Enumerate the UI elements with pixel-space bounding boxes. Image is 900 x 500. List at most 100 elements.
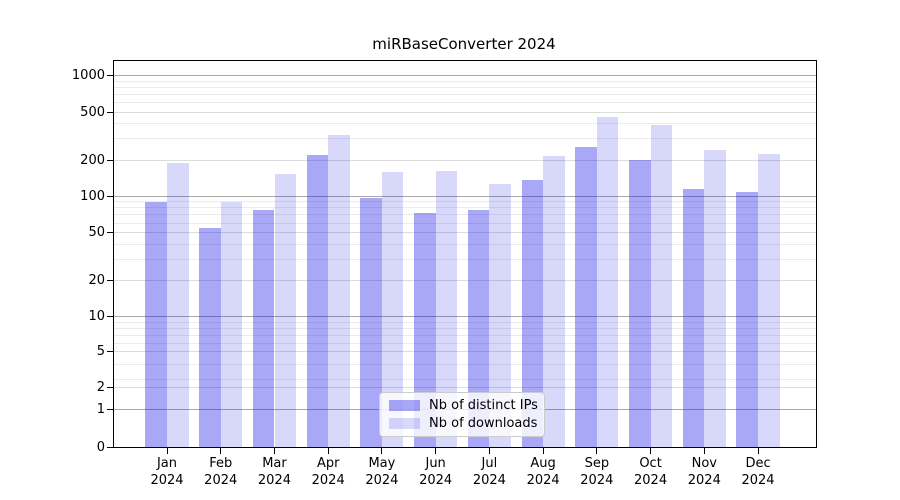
x-tick-mark xyxy=(650,448,652,454)
y-tick-mark xyxy=(107,111,113,113)
minor-gridline xyxy=(114,87,816,89)
x-tick-label-oct: Oct 2024 xyxy=(616,455,686,489)
y-tick-mark xyxy=(107,387,113,389)
x-tick-year: 2024 xyxy=(472,473,506,488)
x-tick-mark xyxy=(381,448,383,454)
x-tick-month: Aug xyxy=(530,456,556,471)
x-tick-label-dec: Dec 2024 xyxy=(723,455,793,489)
bar-downloads-mar xyxy=(274,173,297,447)
x-tick-year: 2024 xyxy=(741,473,775,488)
minor-gridline xyxy=(114,327,816,329)
legend-item-downloads: Nb of downloads xyxy=(389,416,537,431)
x-tick-month: Jul xyxy=(481,456,498,471)
bar-distinct-ips-nov xyxy=(682,189,705,447)
x-tick-mark xyxy=(757,448,759,454)
plot-area: Nb of distinct IPs Nb of downloads 0 1 2 5 1… xyxy=(72,60,817,488)
minor-gridline xyxy=(114,258,816,260)
x-tick-month: Jan xyxy=(156,456,178,471)
bar-distinct-ips-mar xyxy=(252,210,275,447)
legend: Nb of distinct IPs Nb of downloads xyxy=(379,392,545,437)
y-tick-label-100: 100 xyxy=(80,188,105,204)
y-tick-label-1000: 1000 xyxy=(71,68,105,84)
x-tick-year: 2024 xyxy=(257,473,291,488)
bar-distinct-ips-aug xyxy=(521,180,544,447)
minor-gridline xyxy=(114,94,816,96)
major-gridline xyxy=(114,232,816,234)
bar-downloads-oct xyxy=(650,124,673,447)
y-tick-mark xyxy=(107,159,113,161)
bar-downloads-nov xyxy=(704,149,726,447)
y-tick-mark xyxy=(107,408,113,410)
bar-downloads-feb xyxy=(220,202,243,447)
major-gridline xyxy=(114,195,816,197)
minor-gridline xyxy=(114,222,816,224)
x-tick-mark xyxy=(596,448,598,454)
x-tick-month: Nov xyxy=(691,456,717,471)
major-gridline xyxy=(114,159,816,161)
x-tick-year: 2024 xyxy=(580,473,614,488)
x-tick-year: 2024 xyxy=(204,473,238,488)
minor-gridline xyxy=(114,102,816,104)
x-tick-year: 2024 xyxy=(687,473,721,488)
minor-gridline xyxy=(114,138,816,140)
x-tick-mark xyxy=(273,448,275,454)
x-tick-mark xyxy=(435,448,437,454)
y-tick-label-200: 200 xyxy=(80,152,105,168)
bar-downloads-jun xyxy=(435,170,458,447)
x-tick-month: Apr xyxy=(316,456,340,471)
x-tick-year: 2024 xyxy=(150,473,184,488)
bar-downloads-aug xyxy=(543,156,565,447)
y-tick-label-1: 1 xyxy=(96,401,105,417)
x-tick-month: Feb xyxy=(209,456,233,471)
bar-downloads-jan xyxy=(167,162,189,447)
bar-downloads-dec xyxy=(758,154,780,447)
x-tick-mark xyxy=(488,448,490,454)
y-tick-label-50: 50 xyxy=(88,225,105,241)
minor-gridline xyxy=(114,123,816,125)
x-tick-label-jan: Jan 2024 xyxy=(132,455,202,489)
bar-downloads-sep xyxy=(596,117,619,447)
x-tick-mark xyxy=(220,448,222,454)
x-tick-label-may: May 2024 xyxy=(347,455,417,489)
major-gridline xyxy=(114,316,816,318)
minor-gridline xyxy=(114,201,816,203)
x-tick-year: 2024 xyxy=(419,473,453,488)
y-tick-mark xyxy=(107,195,113,197)
x-tick-mark xyxy=(542,448,544,454)
x-tick-month: Jun xyxy=(425,456,446,471)
bar-distinct-ips-feb xyxy=(199,227,221,447)
y-tick-label-500: 500 xyxy=(80,104,105,120)
x-tick-label-feb: Feb 2024 xyxy=(186,455,256,489)
minor-gridline xyxy=(114,379,816,381)
minor-gridline xyxy=(114,80,816,82)
bar-distinct-ips-apr xyxy=(306,155,329,447)
bar-downloads-jul xyxy=(489,184,511,447)
major-gridline xyxy=(114,75,816,77)
x-tick-label-mar: Mar 2024 xyxy=(239,455,309,489)
x-tick-label-sep: Sep 2024 xyxy=(562,455,632,489)
bar-distinct-ips-dec xyxy=(736,192,758,447)
x-tick-month: Mar xyxy=(262,456,287,471)
x-tick-month: Dec xyxy=(745,456,771,471)
legend-item-distinct-ips: Nb of distinct IPs xyxy=(389,398,538,413)
bar-distinct-ips-oct xyxy=(629,160,651,447)
x-tick-year: 2024 xyxy=(365,473,399,488)
chart-title: miRBaseConverter 2024 xyxy=(372,35,556,53)
x-tick-year: 2024 xyxy=(526,473,560,488)
x-tick-mark xyxy=(166,448,168,454)
minor-gridline xyxy=(114,342,816,344)
x-tick-year: 2024 xyxy=(311,473,345,488)
minor-gridline xyxy=(114,321,816,323)
x-tick-label-nov: Nov 2024 xyxy=(669,455,739,489)
y-tick-label-10: 10 xyxy=(88,309,105,325)
x-tick-label-jul: Jul 2024 xyxy=(454,455,524,489)
major-gridline xyxy=(114,387,816,389)
major-gridline xyxy=(114,279,816,281)
x-tick-year: 2024 xyxy=(634,473,668,488)
minor-gridline xyxy=(114,214,816,216)
x-tick-month: Oct xyxy=(639,456,662,471)
minor-gridline xyxy=(114,334,816,336)
x-tick-label-apr: Apr 2024 xyxy=(293,455,363,489)
bar-distinct-ips-jul xyxy=(467,210,490,447)
y-tick-mark xyxy=(107,316,113,318)
